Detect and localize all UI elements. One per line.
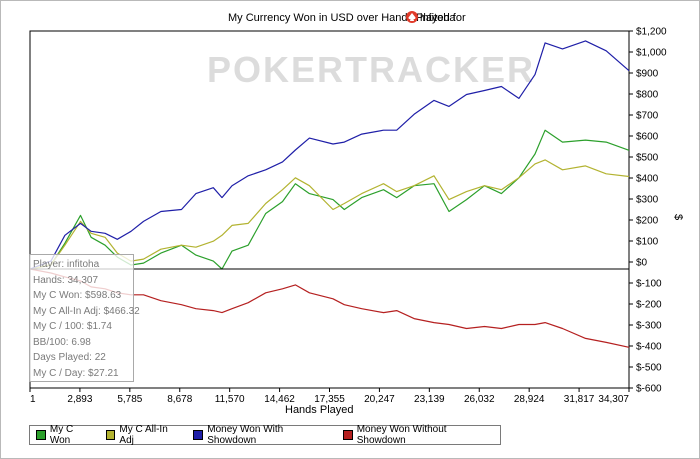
- x-tick-label: 20,247: [364, 394, 395, 405]
- x-tick-label: 28,924: [514, 394, 545, 405]
- legend-swatch: [36, 430, 46, 440]
- x-tick-label: 14,462: [264, 394, 295, 405]
- y-tick-label: $100: [636, 237, 659, 248]
- y-tick-label: $-600: [636, 384, 662, 395]
- y-tick-label: $600: [636, 132, 659, 143]
- y-tick-label: $200: [636, 216, 659, 227]
- chart-legend: My C Won My C All-In Adj Money Won With Sh…: [29, 424, 501, 446]
- y-tick-label: $800: [636, 90, 659, 101]
- legend-label: Money Won With Showdown: [207, 424, 284, 446]
- legend-item: My C All-In Adj: [105, 424, 184, 446]
- y-tick-label: $900: [636, 69, 659, 80]
- y-axis-title: $: [672, 214, 684, 220]
- y-tick-label: $-500: [636, 363, 662, 374]
- x-tick-label: 17,355: [314, 394, 345, 405]
- stat-days: Days Played: 22: [33, 352, 106, 363]
- stat-bb-100: BB/100: 6.98: [33, 336, 91, 348]
- series-line-my-c-won: [29, 129, 630, 270]
- pokertracker-watermark: POKERTRACKER: [207, 49, 535, 90]
- y-tick-label: $-200: [636, 300, 662, 311]
- series-line-my-c-all-in-adj: [29, 159, 630, 270]
- x-tick-label: 34,307: [598, 394, 629, 405]
- player-stats-box: Player: infitoha Hands: 34,307 My C Won:…: [29, 254, 140, 382]
- legend-item: Money Won With Showdown: [193, 424, 332, 446]
- legend-swatch: [193, 430, 204, 440]
- x-tick-label: 8,678: [167, 394, 192, 405]
- stat-player: Player: infitoha: [33, 259, 100, 270]
- x-tick-label: 23,139: [414, 394, 445, 405]
- x-tick-label: 1: [30, 394, 36, 405]
- y-tick-label: $1,000: [636, 48, 667, 59]
- stat-hands: Hands: 34,307: [33, 274, 99, 286]
- series-line-money-won-with-showdown: [29, 40, 630, 270]
- x-tick-label: 26,032: [464, 394, 495, 405]
- legend-swatch: [105, 430, 116, 440]
- y-tick-label: $400: [636, 174, 659, 185]
- y-tick-label: $700: [636, 111, 659, 122]
- y-tick-label: $-100: [636, 279, 662, 290]
- legend-label: Money Won Without Showdown: [356, 424, 447, 446]
- x-tick-label: 5,785: [117, 394, 142, 405]
- x-axis: 1 2,893 5,785 8,678 11,570 14,462 17,355 20,247…: [29, 388, 630, 405]
- legend-swatch: [342, 430, 353, 440]
- legend-item: My C Won: [36, 424, 96, 446]
- y-tick-label: $0: [636, 258, 648, 269]
- x-tick-label: 2,893: [67, 394, 92, 405]
- x-axis-title: Hands Played: [285, 404, 354, 416]
- stat-per-100: My C / 100: $1.74: [33, 321, 112, 332]
- stat-allin-adj: My C All-In Adj: $466.32: [33, 305, 140, 317]
- y-tick-label: $-400: [636, 342, 662, 353]
- legend-item: Money Won Without Showdown: [342, 424, 496, 446]
- x-tick-label: 31,817: [564, 394, 595, 405]
- legend-label: My C Won: [49, 424, 74, 446]
- y-tick-label: $-300: [636, 321, 662, 332]
- y-axis: $1,200 $1,000 $900 $800 $700 $600 $500 $400 $300…: [629, 27, 667, 395]
- stat-per-day: My C / Day: $27.21: [33, 367, 119, 379]
- chart-player-name: infitoha: [420, 12, 456, 24]
- y-tick-label: $1,200: [636, 27, 667, 38]
- spade-logo-icon: [406, 11, 418, 23]
- x-tick-label: 11,570: [215, 394, 245, 405]
- legend-label: My C All-In Adj: [119, 424, 168, 446]
- y-tick-label: $500: [636, 153, 659, 164]
- y-tick-label: $300: [636, 195, 659, 206]
- stat-won: My C Won: $598.63: [33, 290, 122, 301]
